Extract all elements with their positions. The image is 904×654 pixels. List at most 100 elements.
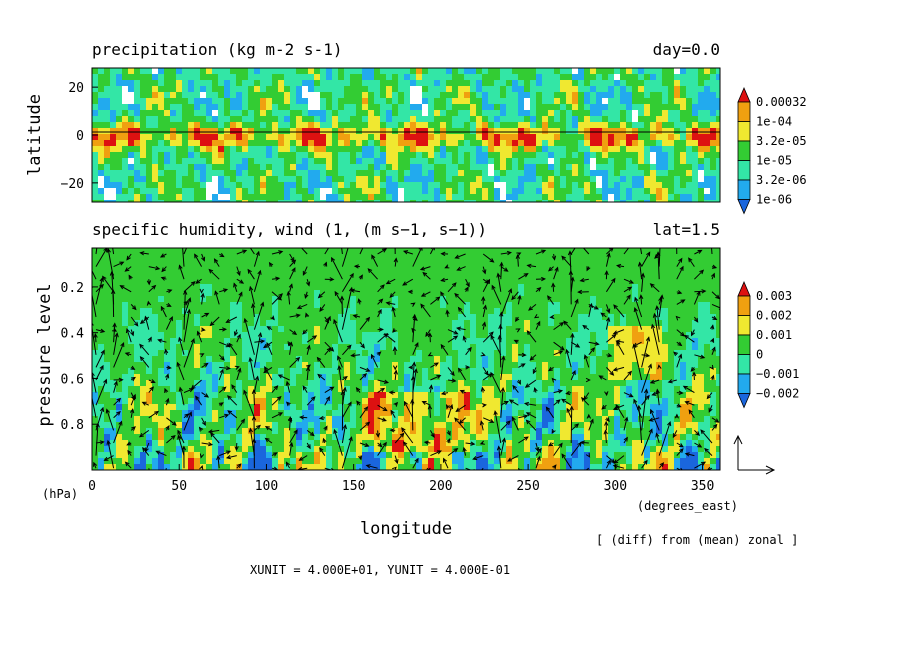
wind-vector (322, 437, 327, 444)
wind-vector (306, 364, 311, 369)
wind-vector (218, 252, 225, 258)
wind-vector (516, 252, 522, 257)
wind-vector (658, 421, 672, 456)
wind-vector (455, 404, 466, 413)
wind-vector (570, 248, 576, 255)
wind-vector (359, 316, 371, 330)
wind-vector (393, 257, 398, 267)
wind-vector (446, 430, 451, 436)
wind-vector (526, 330, 537, 343)
wind-vector (553, 350, 564, 356)
wind-vector (139, 251, 149, 256)
wind-vector (341, 401, 352, 419)
wind-vector (264, 365, 273, 381)
legend-color-swatch (737, 354, 751, 375)
wind-vector (253, 250, 260, 267)
wind-vector (196, 330, 203, 343)
wind-vector (271, 412, 284, 419)
wind-vector (693, 290, 701, 305)
wind-vector (377, 327, 384, 332)
humidity-xtick-label: 50 (171, 479, 187, 494)
wind-vector (447, 367, 455, 377)
wind-vector (190, 379, 202, 390)
wind-vector (234, 442, 239, 452)
wind-vector (429, 430, 435, 438)
precip-title: precipitation (kg m-2 s-1) (92, 40, 342, 59)
wind-vector (535, 276, 547, 282)
wind-vector (482, 367, 489, 376)
wind-vector (337, 355, 343, 368)
wind-vector (342, 375, 348, 381)
legend-color-swatch (737, 393, 751, 409)
wind-vector (253, 269, 262, 292)
wind-vector (342, 344, 352, 356)
wind-vector (710, 324, 715, 330)
wind-vector (359, 373, 367, 381)
legend-color-swatch (737, 199, 751, 215)
wind-vector (253, 375, 260, 393)
wind-vector (445, 404, 451, 410)
wind-vector (130, 304, 137, 311)
wind-vector (454, 253, 466, 259)
wind-vector (165, 316, 173, 330)
wind-vector (493, 410, 502, 444)
wind-vector (124, 461, 132, 469)
wind-vector (383, 333, 396, 343)
wind-vector (551, 377, 557, 383)
wind-vector (148, 386, 154, 393)
wind-vector (579, 440, 589, 445)
wind-vector (218, 402, 224, 407)
wind-vector (119, 285, 132, 293)
wind-vector (271, 291, 283, 301)
wind-vector (306, 442, 311, 450)
wind-vector (165, 425, 170, 431)
wind-vector (465, 346, 472, 356)
wind-vector (289, 313, 301, 318)
wind-vector (377, 298, 384, 305)
wind-vector (236, 249, 248, 255)
wind-vector (525, 419, 537, 431)
wind-vector (605, 417, 610, 423)
precip-ytick-label: 20 (68, 81, 84, 96)
humidity-xlabel: longitude (360, 519, 452, 539)
wind-vector (394, 455, 399, 465)
wind-vector (227, 395, 238, 406)
humidity-field (92, 248, 720, 470)
wind-vector (113, 410, 121, 419)
wind-vector (266, 342, 273, 355)
wind-vector (533, 387, 538, 393)
wind-vector (216, 455, 221, 469)
wind-vector (638, 294, 644, 305)
wind-vector (428, 384, 434, 393)
precip-yticks: 20 0 −20 (61, 81, 98, 192)
legend-level-label: −0.001 (756, 367, 799, 381)
wind-vector (667, 379, 677, 384)
wind-vector (341, 248, 349, 267)
wind-vector (427, 352, 433, 357)
wind-vector (553, 442, 563, 456)
wind-vector (430, 450, 442, 457)
wind-vector (341, 272, 354, 293)
wind-vector (285, 380, 291, 393)
wind-vector (570, 332, 575, 355)
wind-vector (305, 366, 311, 381)
wind-vector (113, 341, 125, 368)
wind-vector (440, 343, 449, 356)
legend-level-label: 3.2e-05 (756, 134, 807, 148)
wind-vector (412, 342, 419, 355)
wind-vector (306, 344, 311, 355)
wind-vector (676, 403, 682, 408)
wind-vector (549, 314, 555, 320)
wind-vector (289, 267, 296, 280)
wind-vector (352, 314, 361, 319)
wind-vector (377, 379, 390, 384)
wind-vector (427, 332, 433, 343)
wind-vector (606, 367, 615, 376)
wind-vector (710, 374, 715, 381)
wind-vector (565, 390, 572, 396)
wind-vector (650, 323, 660, 355)
wind-vector (392, 328, 397, 333)
wind-vector (183, 308, 191, 343)
wind-vector (657, 364, 662, 370)
precip-day-label: day=0.0 (653, 40, 720, 59)
